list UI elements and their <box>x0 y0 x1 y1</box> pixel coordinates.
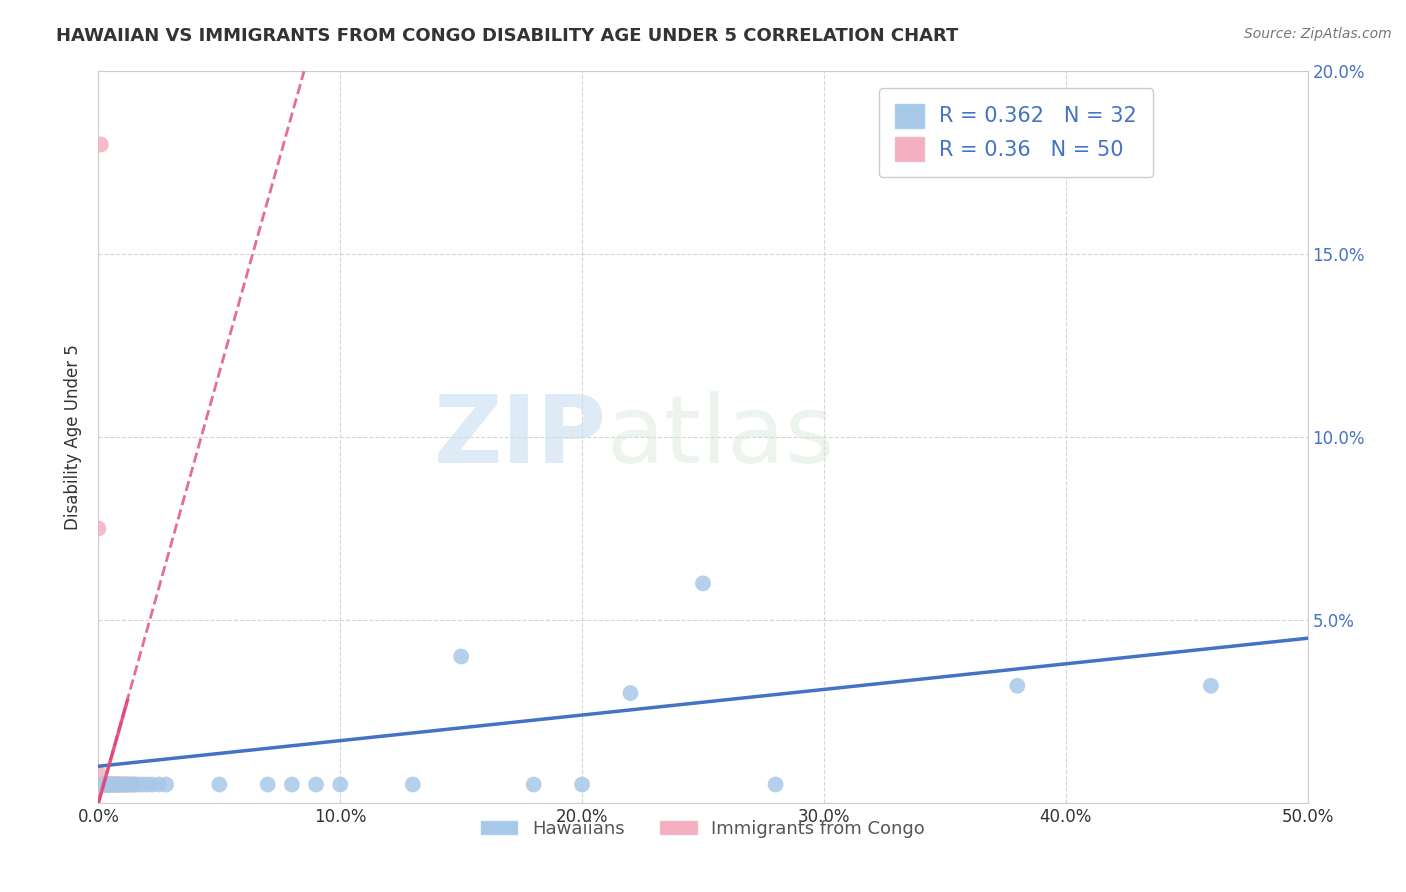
Point <box>765 778 787 792</box>
Point <box>97 778 120 792</box>
Point <box>87 778 110 792</box>
Legend: Hawaiians, Immigrants from Congo: Hawaiians, Immigrants from Congo <box>474 813 932 845</box>
Point <box>523 778 546 792</box>
Point <box>281 778 304 792</box>
Point <box>87 766 110 780</box>
Point <box>87 778 110 792</box>
Point <box>87 778 110 792</box>
Point <box>97 778 120 792</box>
Point <box>256 778 278 792</box>
Point <box>100 778 122 792</box>
Point <box>131 778 153 792</box>
Point <box>90 778 112 792</box>
Point <box>87 778 110 792</box>
Point <box>87 778 110 792</box>
Point <box>107 778 129 792</box>
Point <box>148 778 170 792</box>
Point <box>91 778 114 792</box>
Point <box>94 778 117 792</box>
Point <box>571 778 593 792</box>
Point <box>87 778 110 792</box>
Point <box>101 778 124 792</box>
Point <box>101 778 124 792</box>
Point <box>87 778 110 792</box>
Point <box>90 137 112 152</box>
Point <box>124 778 146 792</box>
Point <box>94 778 117 792</box>
Text: atlas: atlas <box>606 391 835 483</box>
Point <box>118 778 141 792</box>
Point <box>90 778 112 792</box>
Point <box>91 778 114 792</box>
Point <box>117 778 139 792</box>
Point <box>87 778 110 792</box>
Point <box>114 778 136 792</box>
Point <box>108 778 131 792</box>
Point <box>114 778 136 792</box>
Point <box>108 778 131 792</box>
Point <box>135 778 157 792</box>
Point <box>87 778 110 792</box>
Point <box>619 686 641 700</box>
Point <box>127 778 149 792</box>
Point <box>87 778 110 792</box>
Point <box>1199 679 1222 693</box>
Point <box>94 778 117 792</box>
Point <box>329 778 352 792</box>
Point <box>117 778 139 792</box>
Point <box>91 778 114 792</box>
Point <box>87 778 110 792</box>
Point <box>90 778 112 792</box>
Point <box>97 778 120 792</box>
Point <box>111 778 134 792</box>
Point <box>97 778 120 792</box>
Point <box>101 778 124 792</box>
Point <box>87 778 110 792</box>
Point <box>104 778 127 792</box>
Point <box>305 778 328 792</box>
Point <box>121 778 143 792</box>
Point <box>104 778 127 792</box>
Point <box>94 778 117 792</box>
Point <box>107 778 129 792</box>
Point <box>208 778 231 792</box>
Point <box>104 778 127 792</box>
Point <box>97 778 120 792</box>
Point <box>87 778 110 792</box>
Point <box>87 778 110 792</box>
Point <box>155 778 177 792</box>
Point <box>100 778 122 792</box>
Point <box>141 778 163 792</box>
Point <box>111 778 134 792</box>
Point <box>90 778 112 792</box>
Point <box>108 778 131 792</box>
Point <box>1007 679 1029 693</box>
Point <box>107 778 129 792</box>
Y-axis label: Disability Age Under 5: Disability Age Under 5 <box>65 344 83 530</box>
Point <box>87 778 110 792</box>
Point <box>692 576 714 591</box>
Text: ZIP: ZIP <box>433 391 606 483</box>
Point <box>121 778 143 792</box>
Text: HAWAIIAN VS IMMIGRANTS FROM CONGO DISABILITY AGE UNDER 5 CORRELATION CHART: HAWAIIAN VS IMMIGRANTS FROM CONGO DISABI… <box>56 27 959 45</box>
Point <box>90 778 112 792</box>
Point <box>100 778 122 792</box>
Point <box>87 778 110 792</box>
Point <box>87 521 110 535</box>
Point <box>91 778 114 792</box>
Text: Source: ZipAtlas.com: Source: ZipAtlas.com <box>1244 27 1392 41</box>
Point <box>450 649 472 664</box>
Point <box>402 778 425 792</box>
Point <box>100 778 122 792</box>
